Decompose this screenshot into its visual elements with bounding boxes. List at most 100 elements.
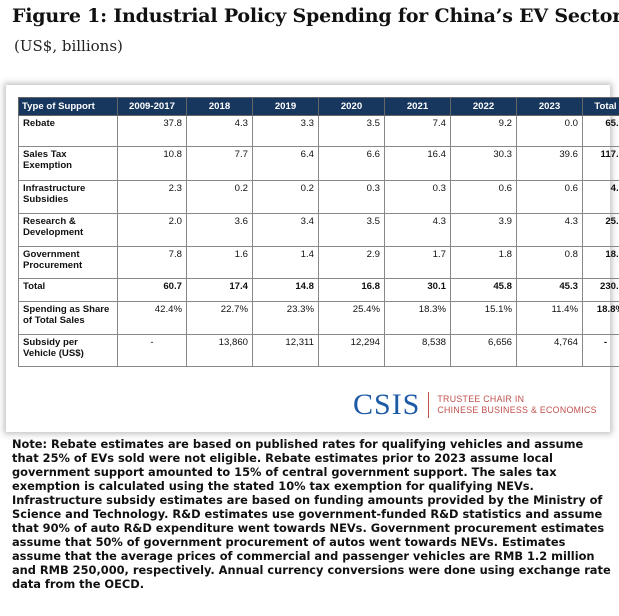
table-cell: 9.2 [450, 115, 517, 147]
table-cell: 0.2 [252, 180, 319, 214]
table-cell: 16.8 [318, 278, 385, 302]
logo-divider [428, 392, 430, 418]
table-cell: 0.0 [516, 115, 583, 147]
table-cell: 3.9 [450, 213, 517, 247]
row-label: Total [18, 278, 118, 302]
table-cell: 18.3% [384, 301, 451, 335]
table-cell: 17.4 [186, 278, 253, 302]
row-label: Spending as Share of Total Sales [18, 301, 118, 335]
table-row: Infrastructure Subsidies 2.3 0.2 0.2 0.3 0.3 0… [18, 180, 619, 214]
table-cell: 30.1 [384, 278, 451, 302]
table-cell: 4.3 [384, 213, 451, 247]
table-cell: 1.8 [450, 246, 517, 279]
logo-tagline-line-1: TRUSTEE CHAIR IN [437, 394, 525, 404]
table-cell: 1.4 [252, 246, 319, 279]
header-2022: 2022 [450, 97, 517, 116]
table-cell: 0.6 [450, 180, 517, 214]
table-cell: 2.9 [318, 246, 385, 279]
row-total-cell: - [582, 334, 619, 367]
row-total-cell: 18.0 [582, 246, 619, 279]
table-cell: 3.6 [186, 213, 253, 247]
table-cell: 14.8 [252, 278, 319, 302]
logo-tagline: TRUSTEE CHAIR IN CHINESE BUSINESS & ECON… [437, 394, 596, 416]
table-cell: 7.8 [117, 246, 187, 279]
table-cell: 4,764 [516, 334, 583, 367]
table-cell: 23.3% [252, 301, 319, 335]
row-label: Government Procurement [18, 246, 118, 279]
table-cell: 4.3 [516, 213, 583, 247]
spending-table: Type of Support 2009-2017 2018 2019 2020… [18, 97, 619, 367]
table-cell: 8,538 [384, 334, 451, 367]
table-cell: 11.4% [516, 301, 583, 335]
logo-tagline-line-2: CHINESE BUSINESS & ECONOMICS [437, 405, 597, 415]
table-row: Spending as Share of Total Sales 42.4% 22.… [18, 301, 619, 335]
table-cell: 60.7 [117, 278, 187, 302]
table-cell: 0.6 [516, 180, 583, 214]
logo-wordmark: CSIS [353, 388, 421, 421]
table-cell: 10.8 [117, 146, 187, 181]
table-cell: 1.7 [384, 246, 451, 279]
table-cell: 45.8 [450, 278, 517, 302]
table-cell: - [117, 334, 187, 367]
table-cell: 45.3 [516, 278, 583, 302]
table-cell: 3.4 [252, 213, 319, 247]
table-cell: 4.3 [186, 115, 253, 147]
table-cell: 2.0 [117, 213, 187, 247]
table-cell: 7.4 [384, 115, 451, 147]
table-cell: 15.1% [450, 301, 517, 335]
header-total: Total [582, 97, 619, 116]
table-cell: 1.6 [186, 246, 253, 279]
table-header-row: Type of Support 2009-2017 2018 2019 2020… [18, 97, 619, 116]
header-2023: 2023 [516, 97, 583, 116]
table-cell: 2.3 [117, 180, 187, 214]
figure-title: Figure 1: Industrial Policy Spending for… [12, 5, 619, 27]
row-label: Rebate [18, 115, 118, 147]
footnote: Note: Rebate estimates are based on publ… [12, 437, 611, 591]
table-cell: 7.7 [186, 146, 253, 181]
header-type-of-support: Type of Support [18, 97, 118, 116]
table-card: Type of Support 2009-2017 2018 2019 2020… [6, 85, 619, 432]
table-cell: 13,860 [186, 334, 253, 367]
table-row: Sales Tax Exemption 10.8 7.7 6.4 6.6 16.4 30.3… [18, 146, 619, 181]
table-cell: 3.5 [318, 213, 385, 247]
table-row: Subsidy per Vehicle (US$) -13,860 12,311 12… [18, 334, 619, 367]
table-row: Government Procurement 7.8 1.6 1.4 2.9 1.7 1.8… [18, 246, 619, 279]
row-label: Sales Tax Exemption [18, 146, 118, 181]
header-2019: 2019 [252, 97, 319, 116]
table-cell: 12,294 [318, 334, 385, 367]
row-label: Subsidy per Vehicle (US$) [18, 334, 118, 367]
header-2020: 2020 [318, 97, 385, 116]
row-total-cell: 65.7 [582, 115, 619, 147]
header-2021: 2021 [384, 97, 451, 116]
table-cell: 0.2 [186, 180, 253, 214]
table-cell: 16.4 [384, 146, 451, 181]
csis-logo: CSIS TRUSTEE CHAIR IN CHINESE BUSINESS &… [353, 390, 597, 420]
header-2009-2017: 2009-2017 [117, 97, 187, 116]
table-cell: 0.3 [318, 180, 385, 214]
row-total-cell: 25.0 [582, 213, 619, 247]
figure-subtitle: (US$, billions) [14, 37, 123, 55]
row-total-cell: 230.9 [582, 278, 619, 302]
table-cell: 6.4 [252, 146, 319, 181]
table-cell: 42.4% [117, 301, 187, 335]
table-cell: 0.8 [516, 246, 583, 279]
table-cell: 25.4% [318, 301, 385, 335]
table-cell: 37.8 [117, 115, 187, 147]
row-total-cell: 4.5 [582, 180, 619, 214]
row-total-cell: 117.7 [582, 146, 619, 181]
table-cell: 3.3 [252, 115, 319, 147]
row-label: Research & Development [18, 213, 118, 247]
table-cell: 30.3 [450, 146, 517, 181]
table-cell: 6.6 [318, 146, 385, 181]
row-label: Infrastructure Subsidies [18, 180, 118, 214]
table-cell: 0.3 [384, 180, 451, 214]
table-cell: 6,656 [450, 334, 517, 367]
table-cell: 39.6 [516, 146, 583, 181]
table-cell: 3.5 [318, 115, 385, 147]
row-total-cell: 18.8% [582, 301, 619, 335]
header-2018: 2018 [186, 97, 253, 116]
table-cell: 22.7% [186, 301, 253, 335]
